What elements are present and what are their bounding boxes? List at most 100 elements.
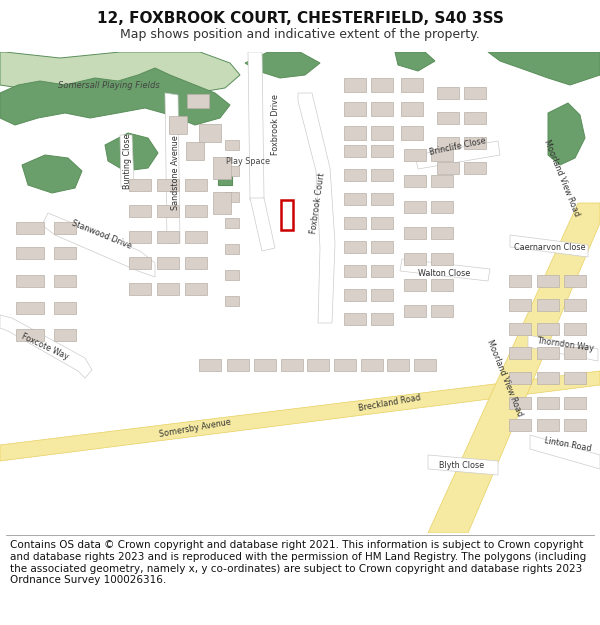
- Bar: [344, 78, 366, 92]
- Bar: [334, 359, 356, 371]
- Polygon shape: [488, 52, 600, 85]
- Bar: [254, 359, 276, 371]
- Bar: [464, 137, 486, 149]
- Bar: [464, 112, 486, 124]
- Text: Brinclife Close: Brinclife Close: [429, 137, 487, 158]
- Text: Map shows position and indicative extent of the property.: Map shows position and indicative extent…: [120, 28, 480, 41]
- Bar: [54, 247, 76, 259]
- Bar: [404, 253, 426, 265]
- Bar: [307, 359, 329, 371]
- Text: Thorndon Way: Thorndon Way: [536, 336, 594, 354]
- Bar: [564, 299, 586, 311]
- Bar: [371, 313, 393, 325]
- Bar: [344, 265, 366, 277]
- Polygon shape: [528, 335, 598, 361]
- Polygon shape: [250, 198, 275, 251]
- Text: Caernarvon Close: Caernarvon Close: [514, 244, 586, 252]
- Bar: [371, 169, 393, 181]
- Text: Somersall Playing Fields: Somersall Playing Fields: [58, 81, 160, 89]
- Bar: [464, 162, 486, 174]
- Bar: [54, 222, 76, 234]
- Polygon shape: [415, 141, 500, 169]
- Polygon shape: [0, 371, 600, 461]
- Bar: [537, 347, 559, 359]
- Bar: [431, 227, 453, 239]
- Bar: [371, 289, 393, 301]
- Polygon shape: [0, 315, 92, 378]
- Bar: [199, 124, 221, 142]
- Bar: [437, 137, 459, 149]
- Polygon shape: [42, 213, 155, 277]
- Bar: [437, 87, 459, 99]
- Bar: [361, 359, 383, 371]
- Bar: [157, 231, 179, 243]
- Bar: [344, 145, 366, 157]
- Bar: [404, 227, 426, 239]
- Bar: [225, 296, 239, 306]
- Polygon shape: [395, 52, 435, 71]
- Polygon shape: [22, 155, 82, 193]
- Text: Foxbrook Drive: Foxbrook Drive: [271, 94, 280, 156]
- Text: Contains OS data © Crown copyright and database right 2021. This information is : Contains OS data © Crown copyright and d…: [10, 541, 586, 585]
- Polygon shape: [248, 52, 264, 200]
- Polygon shape: [0, 52, 240, 93]
- Polygon shape: [298, 93, 335, 323]
- Bar: [537, 299, 559, 311]
- Bar: [564, 275, 586, 287]
- Text: Moorland View Road: Moorland View Road: [542, 138, 581, 218]
- Text: Foxbrook Court: Foxbrook Court: [309, 172, 327, 234]
- Bar: [344, 241, 366, 253]
- Bar: [371, 217, 393, 229]
- Bar: [371, 145, 393, 157]
- Bar: [564, 419, 586, 431]
- Bar: [537, 419, 559, 431]
- Bar: [387, 359, 409, 371]
- Text: Linton Road: Linton Road: [544, 436, 592, 454]
- Bar: [431, 279, 453, 291]
- Bar: [129, 283, 151, 295]
- Bar: [464, 87, 486, 99]
- Polygon shape: [218, 171, 232, 185]
- Bar: [16, 222, 44, 234]
- Bar: [213, 192, 231, 214]
- Bar: [225, 166, 239, 176]
- Text: Bunting Close: Bunting Close: [124, 133, 133, 189]
- Polygon shape: [165, 93, 180, 243]
- Bar: [404, 305, 426, 317]
- Bar: [185, 257, 207, 269]
- Bar: [509, 347, 531, 359]
- Bar: [537, 275, 559, 287]
- Bar: [404, 149, 426, 161]
- Bar: [401, 126, 423, 140]
- Bar: [344, 126, 366, 140]
- Bar: [213, 157, 231, 179]
- Polygon shape: [428, 455, 498, 475]
- Bar: [344, 289, 366, 301]
- Text: Breckland Road: Breckland Road: [358, 393, 422, 413]
- Bar: [225, 192, 239, 202]
- Polygon shape: [428, 203, 600, 533]
- Bar: [16, 247, 44, 259]
- Text: Foxcote Way: Foxcote Way: [20, 332, 70, 362]
- Bar: [185, 283, 207, 295]
- Bar: [537, 397, 559, 409]
- Bar: [157, 205, 179, 217]
- Bar: [437, 112, 459, 124]
- Text: Stanwood Drive: Stanwood Drive: [71, 219, 133, 251]
- Bar: [564, 397, 586, 409]
- Bar: [129, 179, 151, 191]
- Bar: [509, 419, 531, 431]
- Bar: [225, 270, 239, 280]
- Bar: [281, 359, 303, 371]
- Bar: [431, 253, 453, 265]
- Polygon shape: [245, 52, 320, 78]
- Text: Moorland View Road: Moorland View Road: [485, 338, 524, 418]
- Text: Blyth Close: Blyth Close: [439, 461, 485, 469]
- Bar: [185, 231, 207, 243]
- Bar: [157, 179, 179, 191]
- Bar: [509, 372, 531, 384]
- Bar: [509, 323, 531, 335]
- Text: Walton Close: Walton Close: [418, 269, 470, 278]
- Bar: [564, 372, 586, 384]
- Text: Somersby Avenue: Somersby Avenue: [158, 418, 232, 439]
